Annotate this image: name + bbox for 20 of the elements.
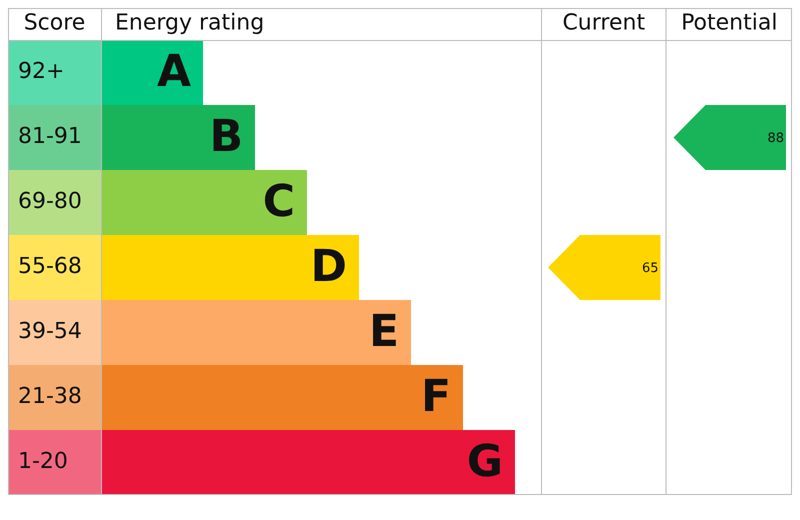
- category-label: E: [368, 306, 399, 357]
- category-label: 69-80: [18, 189, 82, 214]
- text: Score: [24, 10, 86, 36]
- category-label: F: [420, 370, 451, 422]
- category-label: A: [156, 46, 191, 97]
- category-label: B: [209, 110, 243, 162]
- text: Potential: [681, 10, 778, 36]
- category-label: 39-54: [18, 319, 82, 344]
- category-label: 1-20: [18, 449, 68, 474]
- data-label: 88: [767, 130, 784, 146]
- data-label: 65: [642, 260, 658, 276]
- category-label: 81-91: [18, 124, 82, 150]
- category-label: 55-68: [18, 254, 82, 280]
- text: Current: [562, 10, 646, 36]
- category-label: D: [310, 240, 347, 292]
- category-label: C: [262, 176, 295, 227]
- category-label: G: [466, 436, 503, 487]
- text: Energy rating: [115, 10, 264, 36]
- category-label: 92+: [18, 59, 64, 84]
- category-label: 21-38: [18, 384, 82, 410]
